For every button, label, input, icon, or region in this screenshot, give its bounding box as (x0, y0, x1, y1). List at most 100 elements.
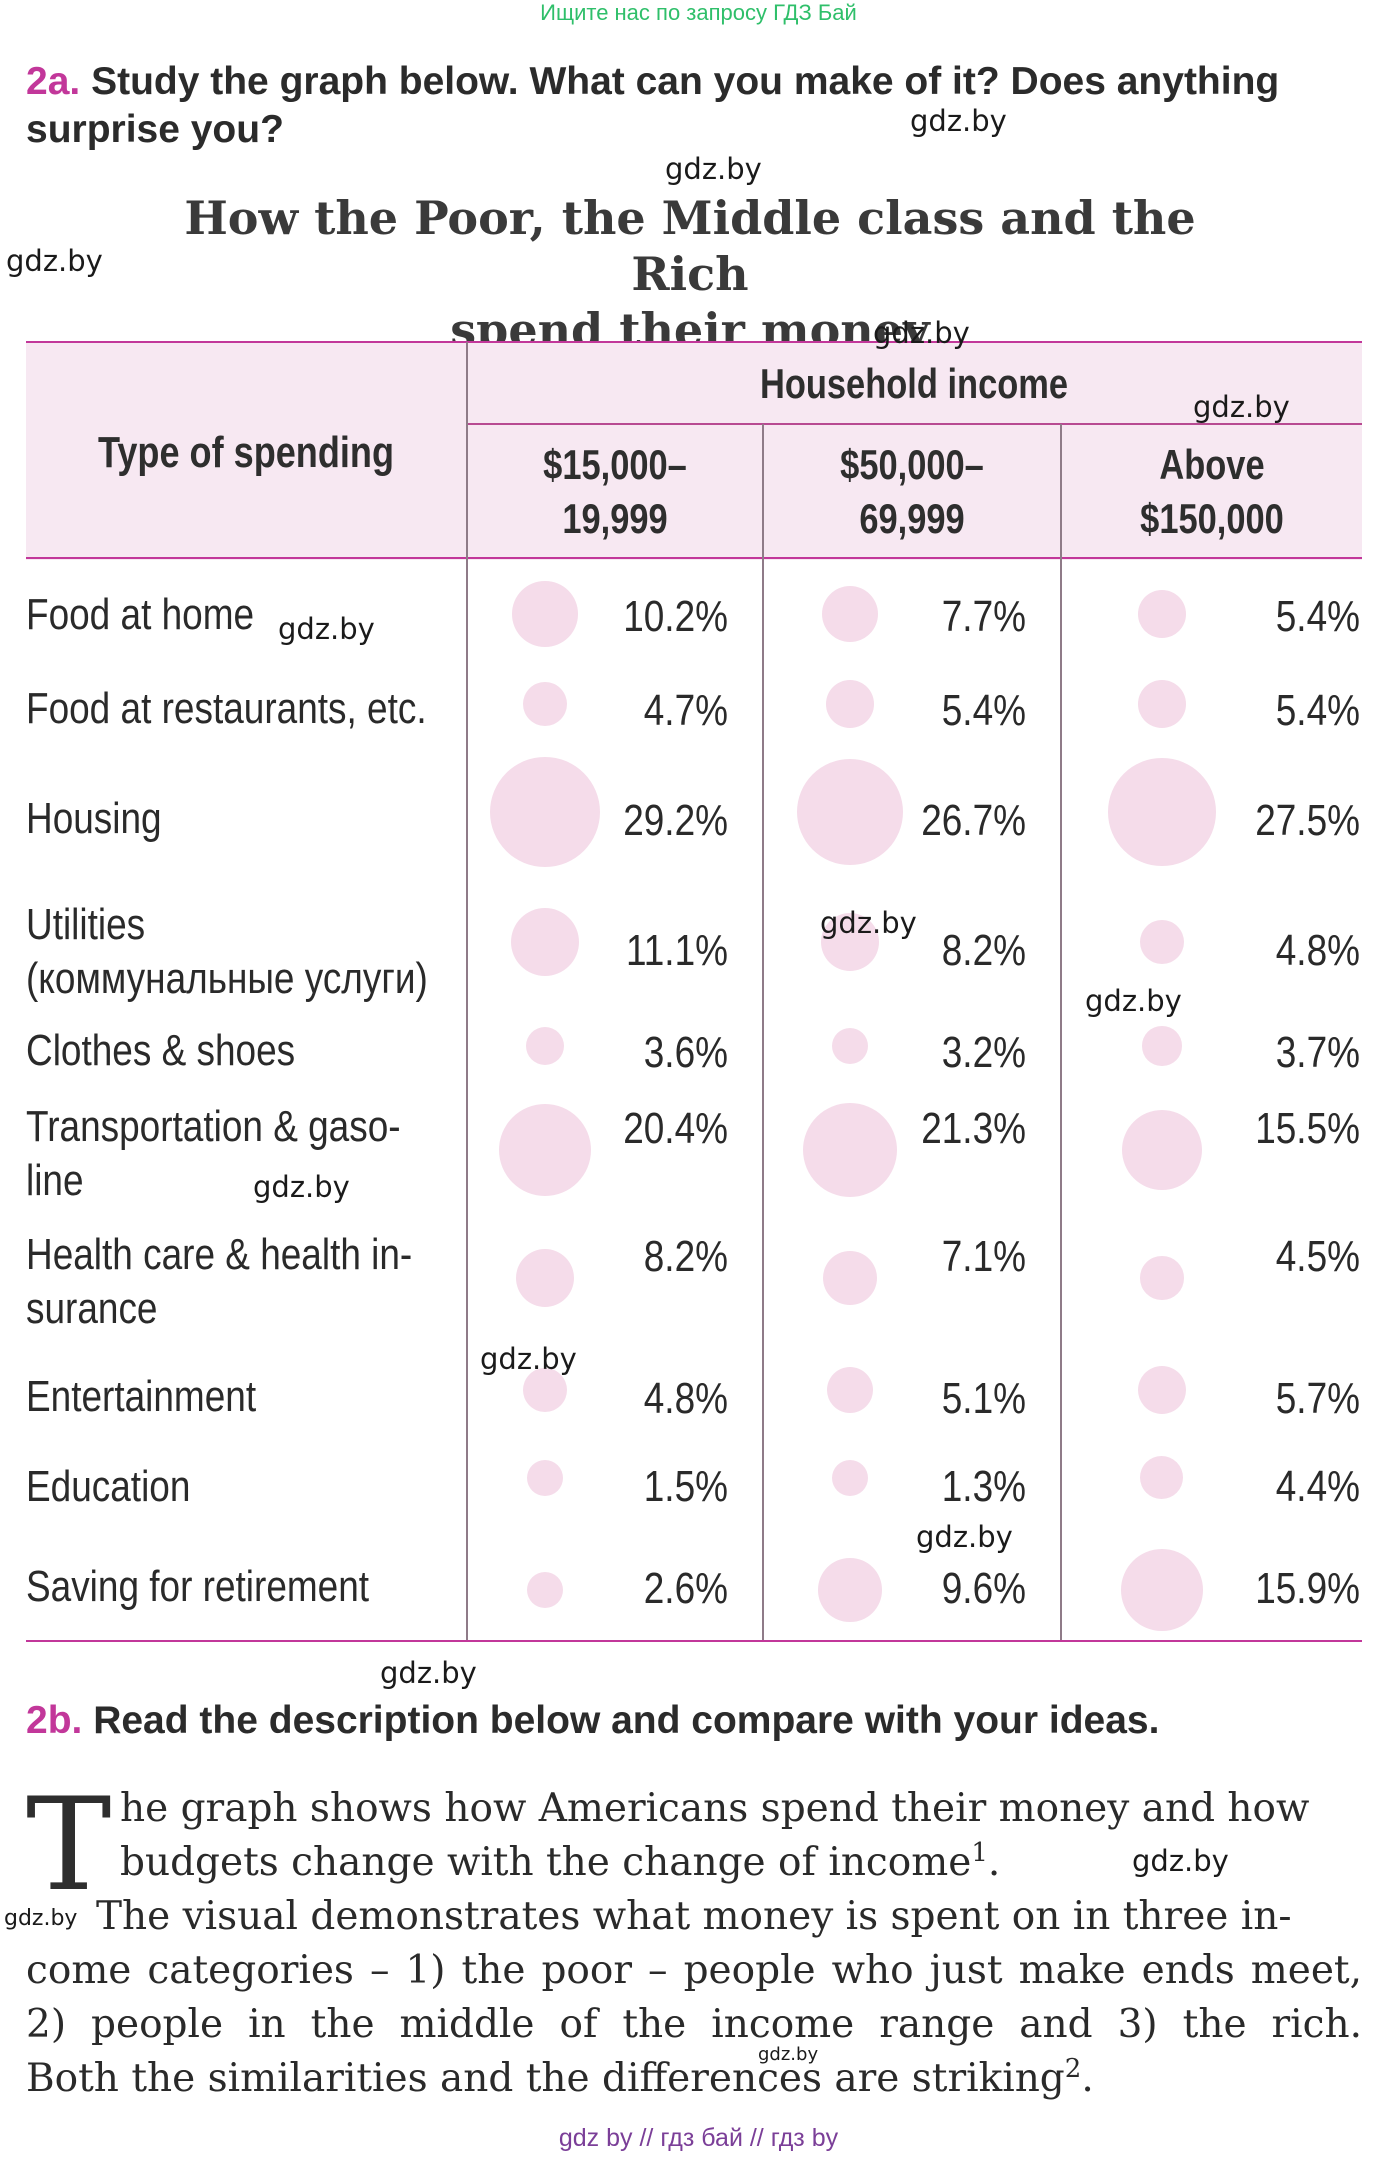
value-bubble (1138, 680, 1186, 728)
watermark: gdz.by (758, 2044, 819, 2065)
column-divider-2 (762, 424, 764, 1640)
value-label: 15.9% (1255, 1564, 1360, 1613)
row-label-line1: Transportation & gaso- (26, 1102, 401, 1151)
row-label: Entertainment (26, 1370, 387, 1424)
value-label: 8.2% (941, 926, 1026, 975)
value-label: 3.7% (1275, 1028, 1360, 1077)
value-label: 3.6% (643, 1028, 728, 1077)
value-label: 5.1% (941, 1374, 1026, 1423)
row-label: Education (26, 1460, 387, 1514)
row-label-line2: (коммунальные услуги) (26, 954, 428, 1003)
passage-line3: The visual demonstrates what money is sp… (96, 1894, 1292, 1939)
value-bubble (1121, 1109, 1203, 1191)
household-income-header: Household income (759, 360, 1069, 407)
value-bubble (1121, 1549, 1203, 1631)
value-label: 20.4% (623, 1104, 728, 1153)
value-label: 15.5% (1255, 1104, 1360, 1153)
value-bubble (525, 1026, 565, 1066)
value-bubble (510, 907, 580, 977)
passage-line2-end: . (987, 1840, 1001, 1885)
row-label-line1: Health care & health in- (26, 1230, 413, 1279)
income-column-middle: $50,000– 69,999 (791, 438, 1034, 546)
passage-line2-text: budgets change with the change of income (120, 1840, 972, 1885)
table-header-background (26, 342, 1362, 560)
value-bubble (498, 1103, 592, 1197)
passage-line4: come categories – 1) the poor – people w… (26, 1948, 1362, 1993)
watermark: gdz.by (910, 104, 1007, 138)
watermark: gdz.by (916, 1520, 1013, 1554)
value-bubble (527, 1572, 563, 1608)
watermark: gdz.by (820, 906, 917, 940)
value-bubble (1140, 1456, 1184, 1500)
table-header-bottom-rule (26, 557, 1362, 559)
watermark: gdz.by (665, 152, 762, 186)
value-label: 1.3% (941, 1462, 1026, 1511)
row-label-line1: Education (26, 1462, 191, 1511)
value-label: 4.8% (643, 1374, 728, 1423)
task-2b: 2b. Read the description below and compa… (26, 1697, 1159, 1745)
task-2b-text: Read the description below and compare w… (93, 1699, 1160, 1742)
watermark: gdz.by (480, 1342, 577, 1376)
passage-line1: he graph shows how Americans spend their… (120, 1786, 1310, 1831)
value-bubble (1139, 919, 1185, 965)
graph-title: How the Poor, the Middle class and the R… (120, 190, 1260, 358)
value-bubble (522, 1367, 568, 1413)
value-label: 9.6% (941, 1564, 1026, 1613)
passage-line6-text: Both the similarities and the difference… (26, 2056, 1065, 2101)
value-label: 4.8% (1275, 926, 1360, 975)
income-column-low-line1: $15,000– (543, 441, 687, 488)
income-column-middle-line1: $50,000– (840, 441, 984, 488)
income-column-low: $15,000– 19,999 (494, 438, 735, 546)
row-label-line2: line (26, 1156, 84, 1205)
value-label: 5.4% (1275, 592, 1360, 641)
value-bubble (821, 585, 879, 643)
value-label: 2.6% (643, 1564, 728, 1613)
income-column-middle-line2: 69,999 (859, 495, 965, 542)
row-label: Clothes & shoes (26, 1024, 387, 1078)
row-label: Saving for retirement (26, 1560, 387, 1614)
drop-cap: T (26, 1771, 112, 1920)
income-column-high-line1: Above (1159, 441, 1265, 488)
task-2a-text-line1: Study the graph below. What can you make… (91, 60, 1280, 103)
task-2b-number: 2b. (26, 1699, 83, 1742)
footer: gdz by // гдз бай // гдз by (558, 2124, 839, 2152)
value-label: 11.1% (625, 926, 728, 975)
value-label: 3.2% (941, 1028, 1026, 1077)
value-bubble (515, 1248, 575, 1308)
task-2a: 2a. Study the graph below. What can you … (26, 58, 1279, 154)
value-bubble (797, 759, 903, 865)
value-label: 7.1% (941, 1232, 1026, 1281)
value-bubble (832, 1460, 868, 1496)
row-label: Food at restaurants, etc. (26, 682, 427, 736)
value-label: 5.7% (1275, 1374, 1360, 1423)
row-label: Utilities (коммунальные услуги) (26, 898, 428, 1006)
row-label-line1: Clothes & shoes (26, 1026, 296, 1075)
type-of-spending-header: Type of spending (98, 428, 394, 477)
column-divider-3 (1060, 424, 1062, 1640)
value-label: 21.3% (921, 1104, 1026, 1153)
row-label: Health care & health in-surance (26, 1228, 413, 1336)
value-label: 4.4% (1275, 1462, 1360, 1511)
watermark: gdz.by (6, 244, 103, 278)
column-divider-1 (466, 342, 468, 1640)
income-column-high-line2: $150,000 (1140, 495, 1284, 542)
value-label: 7.7% (941, 592, 1026, 641)
row-label-line1: Food at restaurants, etc. (26, 684, 427, 733)
table-bottom-rule (26, 1640, 1362, 1642)
value-bubble (831, 1027, 869, 1065)
table-top-rule (26, 341, 1362, 343)
value-label: 10.2% (623, 592, 728, 641)
value-bubble (802, 1102, 898, 1198)
value-label: 27.5% (1255, 796, 1360, 845)
value-bubble (818, 1558, 882, 1622)
value-bubble (512, 581, 578, 647)
passage-line2: budgets change with the change of income… (120, 1836, 1360, 1890)
row-label-line1: Entertainment (26, 1372, 257, 1421)
row-label: Housing (26, 792, 387, 846)
value-label: 29.2% (623, 796, 728, 845)
value-label: 4.5% (1275, 1232, 1360, 1281)
row-label-line1: Saving for retirement (26, 1562, 370, 1611)
watermark: gdz.by (380, 1656, 477, 1690)
value-bubble (820, 912, 880, 972)
value-bubble (527, 1460, 563, 1496)
